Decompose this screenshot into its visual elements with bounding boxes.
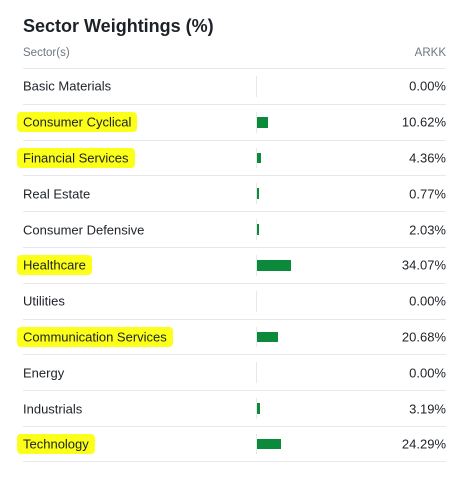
highlight-mark: [17, 255, 92, 276]
table-row: Industrials 3.19%: [23, 390, 446, 426]
weight-bar-track: [256, 147, 357, 169]
weight-bar: [257, 116, 268, 128]
table-row: Consumer Cyclical 10.62%: [17, 103, 446, 140]
sector-value: 0.00%: [409, 293, 446, 309]
sector-label: Technology: [23, 436, 89, 452]
weight-bar-track: [256, 76, 357, 97]
sector-label: Financial Services: [23, 150, 129, 166]
table-row: Energy 0.00%: [23, 354, 446, 390]
weight-bar: [257, 403, 261, 414]
table-row: Communication Services 20.68%: [17, 318, 446, 355]
sector-label: Consumer Cyclical: [23, 114, 132, 130]
sector-value: 24.29%: [401, 436, 446, 452]
sector-label: Consumer Defensive: [23, 222, 145, 238]
sector-label: Healthcare: [23, 257, 86, 273]
sector-value: 10.62%: [401, 114, 446, 130]
weight-bar: [257, 188, 259, 200]
table-row: Healthcare 34.07%: [17, 246, 446, 283]
fund-column-header: ARKK: [414, 47, 446, 59]
weight-bar: [257, 331, 278, 343]
highlight-mark: [17, 433, 95, 454]
sector-value: 34.07%: [401, 257, 446, 273]
weight-bar: [257, 438, 282, 449]
sector-column-header: Sector(s): [23, 47, 70, 59]
sector-label: Industrials: [23, 401, 83, 417]
highlight-mark: [17, 112, 137, 133]
weight-bar-track: [256, 433, 357, 454]
weight-bar-track: [256, 398, 357, 419]
sector-label: Energy: [23, 365, 65, 381]
weight-bar-track: [256, 219, 357, 240]
sector-label: Communication Services: [23, 329, 167, 345]
sector-table: Basic Materials 0.00% Consumer Cyclical 10.…: [17, 68, 446, 462]
sector-label: Basic Materials: [23, 78, 112, 94]
table-row: Utilities 0.00%: [23, 282, 446, 319]
sector-value: 0.00%: [409, 78, 446, 94]
table-row: Real Estate 0.77%: [23, 175, 446, 211]
weight-bar-track: [256, 183, 357, 205]
weight-bar: [257, 259, 292, 271]
table-row: Consumer Defensive 2.03%: [23, 211, 446, 247]
sector-value: 0.77%: [409, 186, 446, 202]
sector-value: 2.03%: [409, 222, 446, 238]
weight-bar-track: [256, 111, 357, 133]
sector-value: 3.19%: [409, 401, 446, 417]
weight-bar-track: [256, 254, 357, 276]
weight-bar-track: [256, 326, 357, 348]
weight-bar-track: [256, 362, 357, 384]
sector-value: 0.00%: [409, 365, 446, 381]
sector-value: 20.68%: [401, 329, 446, 345]
highlight-mark: [17, 326, 173, 347]
sector-label: Utilities: [23, 293, 65, 309]
sector-value: 4.36%: [409, 150, 446, 166]
weight-bar: [257, 224, 260, 235]
table-row: Financial Services 4.36%: [17, 139, 446, 176]
highlight-mark: [17, 147, 135, 168]
table-row: Technology 24.29%: [17, 425, 446, 462]
weight-bar: [257, 152, 262, 164]
weight-bar-track: [256, 290, 357, 312]
table-row: Basic Materials 0.00%: [23, 68, 446, 104]
sector-label: Real Estate: [23, 186, 91, 202]
panel-title: Sector Weightings (%): [23, 16, 214, 36]
